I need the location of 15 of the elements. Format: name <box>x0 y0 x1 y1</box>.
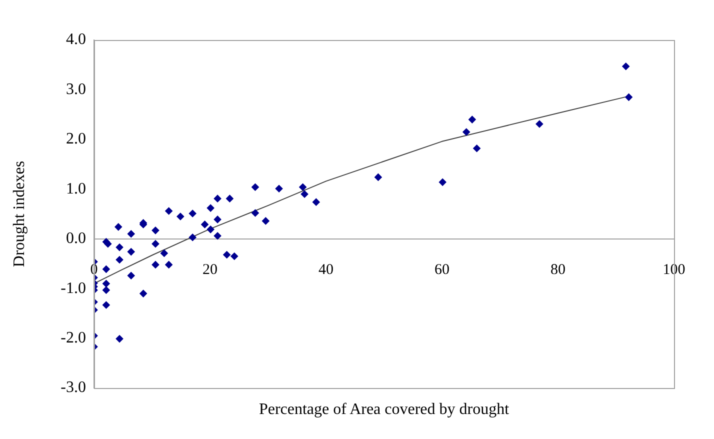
y-tick-label: -3.0 <box>60 379 86 396</box>
y-tick-label: 0.0 <box>66 230 86 248</box>
x-tick-label: 20 <box>202 262 218 278</box>
y-tick-label: 3.0 <box>66 80 86 98</box>
x-tick-label: 60 <box>434 262 450 278</box>
y-tick-label: 2.0 <box>66 130 86 148</box>
x-tick-label: 40 <box>318 262 334 278</box>
y-tick-label: 1.0 <box>66 180 86 198</box>
y-tick-label: 4.0 <box>66 31 86 48</box>
y-tick-label: -2.0 <box>60 329 86 346</box>
y-tick-label: -1.0 <box>60 280 86 297</box>
x-tick-label: 80 <box>550 262 566 278</box>
y-axis-title: Drought indexes <box>10 160 28 268</box>
x-axis-title: Percentage of Area covered by drought <box>258 401 510 418</box>
x-tick-label: 100 <box>662 262 686 278</box>
